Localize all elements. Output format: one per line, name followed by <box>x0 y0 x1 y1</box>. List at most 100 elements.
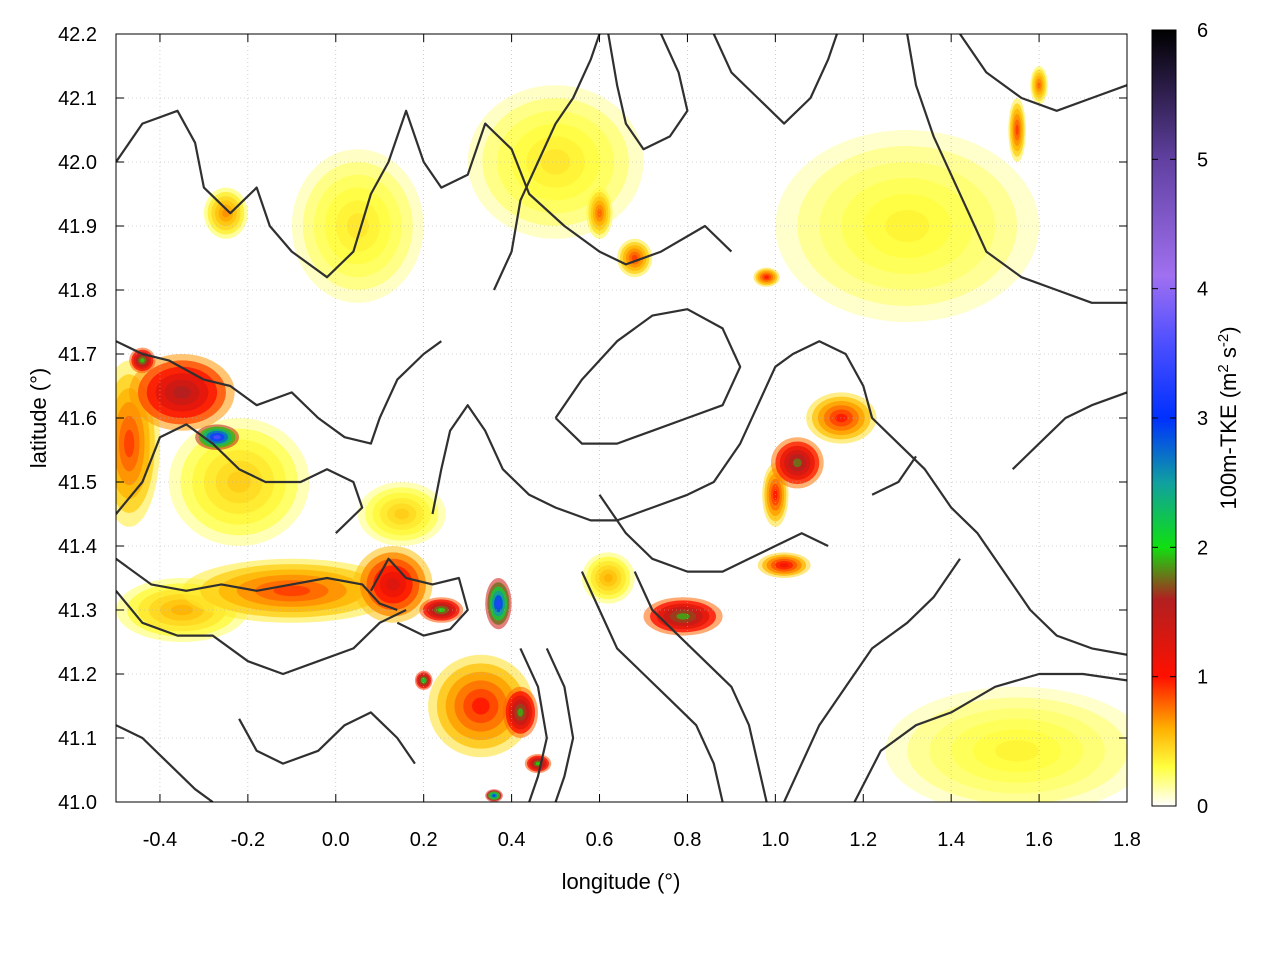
heat-spot <box>414 670 433 691</box>
heat-spot <box>195 424 240 451</box>
heat-spot <box>428 654 534 758</box>
contour-line <box>598 494 829 573</box>
heat-spot-layer <box>1015 124 1019 136</box>
x-axis-title: longitude (°) <box>562 869 681 894</box>
y-tick-label: 41.3 <box>58 600 97 622</box>
y-tick-label: 41.1 <box>58 728 97 750</box>
contour-line <box>633 571 768 802</box>
heat-spot-layer <box>227 471 251 493</box>
heat-spot-layer <box>386 578 400 591</box>
heat-spot <box>1008 98 1026 162</box>
heat-spot-layer <box>676 613 690 620</box>
heat-spot-layer <box>472 697 490 715</box>
colorbar-title-main: 100m-TKE (m <box>1216 373 1241 510</box>
axis-ticks: -0.4 -0.2 0.0 0.2 0.4 0.6 0.8 1.0 1.2 1.4 1.6 1.8 41… <box>58 24 1141 851</box>
y-tick-label: 41.0 <box>58 792 97 814</box>
heat-spot-layer <box>540 149 571 175</box>
x-tick-label: 1.6 <box>1025 829 1053 851</box>
heat-spot <box>168 418 310 546</box>
heat-spot-layer <box>422 678 426 683</box>
heat-spot <box>129 354 235 431</box>
heat-spot-layer <box>140 358 145 363</box>
contour-line <box>369 557 469 637</box>
heat-spot-layer <box>517 708 524 717</box>
colorbar-tick-label: 6 <box>1197 20 1208 42</box>
x-tick-label: 1.2 <box>849 829 877 851</box>
heat-spot <box>524 754 552 774</box>
contour-line <box>116 340 442 445</box>
heat-spot <box>643 597 723 636</box>
x-tick-label: 0.0 <box>322 829 350 851</box>
heat-spot <box>1030 66 1048 105</box>
heat-spot <box>770 437 824 489</box>
heat-spot <box>181 558 402 623</box>
heat-spot-layer <box>394 508 410 520</box>
contour-line <box>116 423 364 534</box>
colorbar-tick-label: 2 <box>1197 537 1208 559</box>
colorbar-tick-label: 0 <box>1197 796 1208 818</box>
heat-spot-layer <box>173 386 191 399</box>
heat-spot <box>357 482 446 546</box>
heat-spot <box>775 130 1040 322</box>
heat-spot-layer <box>213 435 221 440</box>
contour-line <box>959 34 1127 112</box>
x-tick-label: 0.2 <box>410 829 438 851</box>
heat-spot <box>419 597 464 623</box>
x-tick-label: 1.8 <box>1113 829 1141 851</box>
heat-spot-layer <box>124 429 135 458</box>
y-tick-label: 41.4 <box>58 536 97 558</box>
contour-lines <box>116 34 1127 802</box>
contour-line <box>519 647 548 802</box>
heat-spot-layer <box>437 607 445 613</box>
heat-spot <box>581 552 635 604</box>
colorbar-title-mid: s <box>1216 347 1241 364</box>
heat-spot <box>753 267 780 287</box>
x-tick-label: 0.4 <box>498 829 526 851</box>
contour-line <box>712 34 838 125</box>
heat-spot <box>586 187 613 239</box>
heat-spot <box>291 149 424 303</box>
heat-spot-layer <box>995 740 1040 762</box>
y-tick-label: 41.2 <box>58 664 97 686</box>
heatmap-layer <box>116 66 1127 802</box>
x-tick-label: 1.4 <box>937 829 965 851</box>
contour-line <box>871 455 917 496</box>
contour-line <box>783 558 961 802</box>
heat-spot <box>485 789 503 802</box>
heat-spot-layer <box>885 210 930 242</box>
heat-spot-layer <box>1037 82 1041 89</box>
contour-line <box>906 34 1127 304</box>
colorbar-tick-label: 5 <box>1197 149 1208 171</box>
colorbar-ticks: 0 1 2 3 4 5 6 <box>1152 20 1208 818</box>
contour-line <box>116 557 398 612</box>
y-tick-label: 41.5 <box>58 472 97 494</box>
heat-spot <box>467 85 644 239</box>
heat-spot-layer <box>764 275 769 279</box>
heat-spot-layer <box>597 208 602 218</box>
y-tick-label: 41.8 <box>58 280 97 302</box>
heat-spot <box>617 238 653 278</box>
x-tick-label: 0.6 <box>586 829 614 851</box>
contour-line <box>554 308 742 445</box>
y-axis-title: latitude (°) <box>26 368 51 469</box>
x-tick-label: 0.8 <box>674 829 702 851</box>
colorbar-tick-label: 3 <box>1197 408 1208 430</box>
heat-spot-layer <box>170 604 193 616</box>
contour-line <box>545 647 575 802</box>
contour-line <box>853 672 1127 802</box>
heat-spot <box>806 392 877 444</box>
y-tick-label: 41.9 <box>58 216 97 238</box>
y-tick-label: 41.6 <box>58 408 97 430</box>
y-tick-label: 42.2 <box>58 24 97 46</box>
colorbar-title-end: ) <box>1216 326 1241 333</box>
colorbar-tick-label: 1 <box>1197 667 1208 689</box>
colorbar-title: 100m-TKE (m2 s-2) <box>1215 326 1242 509</box>
heat-spot-layer <box>496 599 501 608</box>
heat-spot-layer <box>779 563 789 568</box>
colorbar-title-sup1: 2 <box>1215 364 1232 372</box>
heat-spot-layer <box>835 413 848 423</box>
y-tick-label: 41.7 <box>58 344 97 366</box>
heat-spot <box>757 552 811 578</box>
contour-line <box>116 109 733 279</box>
